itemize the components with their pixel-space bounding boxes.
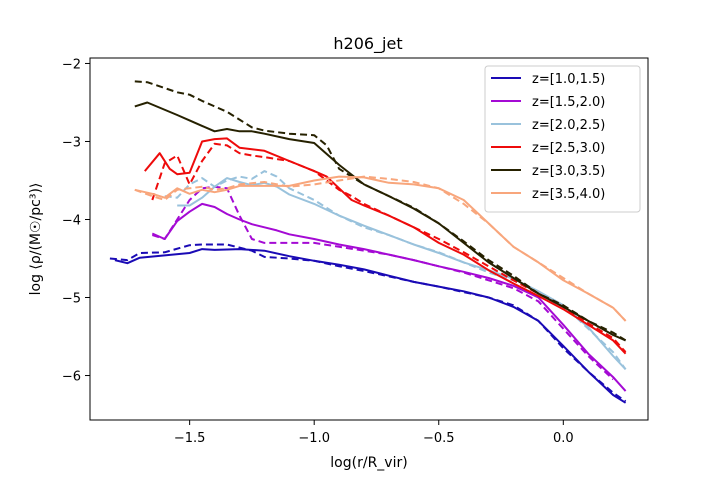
series-4-solid-line: [144, 137, 627, 355]
legend-label: z=[2.5,3.0): [532, 141, 605, 156]
x-tick-label: −0.5: [423, 431, 455, 446]
series-4-dashed-line: [151, 142, 627, 353]
x-tick-label: 0.0: [553, 431, 574, 446]
legend-label: z=[1.5,2.0): [532, 95, 605, 110]
series-6-solid-line: [134, 175, 627, 322]
series-1-solid-line: [114, 248, 627, 404]
legend-box: [484, 65, 641, 213]
series-2-dashed-line: [151, 185, 614, 381]
x-tick-label: −1.0: [298, 431, 330, 446]
y-axis: −2 −3 −4 −5 −6: [62, 57, 90, 385]
legend: z=[1.0,1.5) z=[1.5,2.0) z=[2.0,2.5) z=[2.5,…: [484, 65, 641, 213]
legend-label: z=[1.0,1.5): [532, 72, 605, 87]
x-tick-label: −1.5: [174, 431, 206, 446]
y-tick-label: −6: [62, 370, 81, 385]
series-6-dashed-line: [134, 175, 627, 322]
series-1-dashed-line: [109, 243, 627, 403]
y-tick-label: −4: [62, 213, 81, 228]
legend-label: z=[3.0,3.5): [532, 164, 605, 179]
series-2-solid-line: [151, 202, 627, 392]
legend-label: z=[3.5,4.0): [532, 187, 605, 202]
x-axis: −1.5 −1.0 −0.5 0.0: [174, 420, 574, 446]
x-axis-label: log(r/R_vir): [330, 455, 407, 471]
chart-title: h206_jet: [333, 34, 402, 54]
y-axis-label: log ⟨ρ/(M☉/pc³)⟩: [28, 183, 44, 296]
y-tick-label: −2: [62, 57, 81, 72]
plot-frame: [89, 57, 649, 421]
y-tick-label: −5: [62, 292, 81, 307]
y-tick-label: −3: [62, 135, 81, 150]
series-5-solid-line: [134, 101, 626, 342]
series-3-solid-line: [177, 177, 627, 370]
legend-label: z=[2.0,2.5): [532, 118, 605, 133]
plot-lines: [109, 80, 627, 404]
